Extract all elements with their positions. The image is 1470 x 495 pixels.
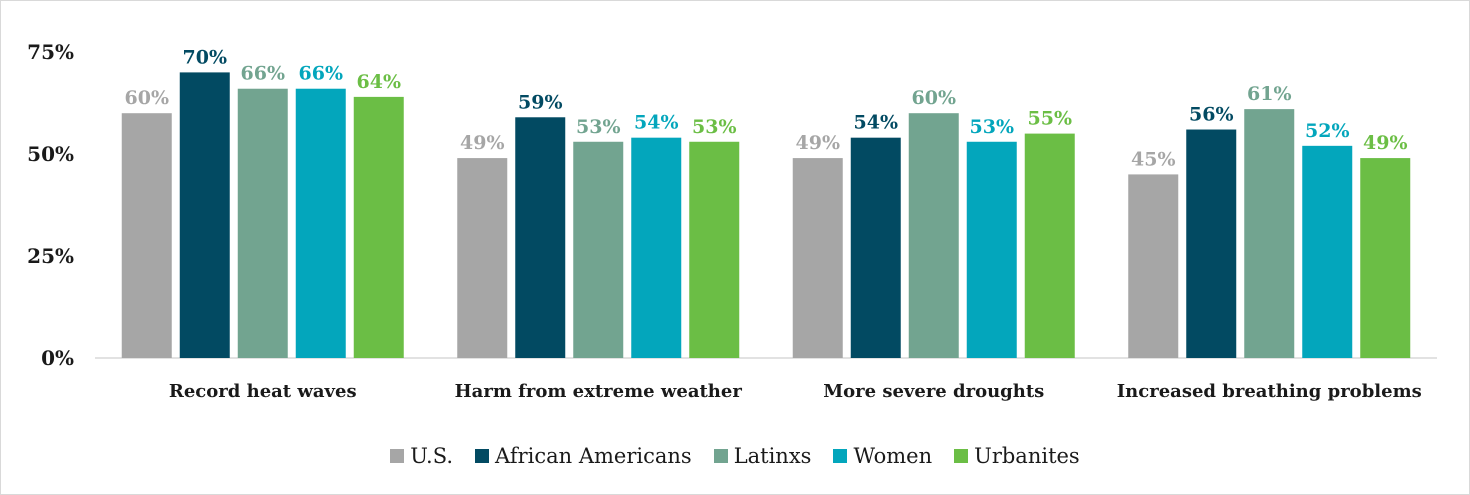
legend-swatch bbox=[475, 449, 490, 463]
bar bbox=[1024, 133, 1075, 358]
legend-swatch bbox=[833, 449, 848, 463]
data-label: 54% bbox=[634, 112, 679, 134]
data-label: 54% bbox=[854, 112, 899, 134]
legend-swatch bbox=[390, 449, 405, 463]
x-category-label: Increased breathing problems bbox=[1117, 381, 1422, 402]
bar bbox=[631, 137, 682, 358]
legend: U.S. African Americans Latinxs Women Urbanit… bbox=[0, 444, 1470, 468]
y-tick-label: 50% bbox=[27, 142, 74, 166]
x-category-label: Record heat waves bbox=[169, 381, 357, 402]
data-label: 70% bbox=[183, 46, 228, 68]
y-tick-label: 25% bbox=[27, 244, 74, 268]
data-label: 49% bbox=[460, 132, 505, 154]
bar bbox=[792, 158, 843, 358]
data-label: 64% bbox=[357, 71, 402, 93]
x-category-label: More severe droughts bbox=[823, 381, 1044, 402]
data-label: 49% bbox=[1363, 132, 1408, 154]
y-tick-label: 75% bbox=[27, 40, 74, 64]
data-label: 59% bbox=[518, 91, 563, 113]
bar bbox=[1244, 109, 1295, 359]
legend-label: Women bbox=[853, 444, 933, 468]
bar bbox=[179, 72, 230, 359]
x-category-label: Harm from extreme weather bbox=[455, 381, 743, 402]
bar bbox=[515, 117, 566, 358]
bar bbox=[573, 141, 624, 358]
data-label: 45% bbox=[1131, 148, 1176, 170]
bar bbox=[1186, 129, 1237, 358]
bar bbox=[1302, 145, 1353, 358]
legend-swatch bbox=[954, 449, 969, 463]
data-label: 53% bbox=[692, 116, 737, 138]
data-label: 53% bbox=[576, 116, 621, 138]
bar bbox=[850, 137, 901, 358]
legend-item: Urbanites bbox=[954, 444, 1080, 468]
legend-label: Latinxs bbox=[733, 444, 812, 468]
bar bbox=[908, 113, 959, 358]
legend-label: African Americans bbox=[495, 444, 692, 468]
bar bbox=[457, 158, 508, 358]
bar bbox=[1360, 158, 1411, 358]
bar bbox=[237, 88, 288, 358]
data-label: 53% bbox=[970, 116, 1015, 138]
legend-item: U.S. bbox=[390, 444, 453, 468]
bar-chart: 0% 25% 50% 75% 60% 70% 66% 66% 64% Record heat wa… bbox=[27, 40, 1437, 402]
legend-item: Women bbox=[833, 444, 932, 468]
bar bbox=[966, 141, 1017, 358]
data-label: 52% bbox=[1305, 120, 1350, 142]
legend-swatch bbox=[713, 449, 728, 463]
legend-item: African Americans bbox=[475, 444, 692, 468]
bar bbox=[1128, 174, 1179, 358]
legend-label: U.S. bbox=[410, 444, 454, 468]
y-tick-label: 0% bbox=[41, 346, 74, 370]
data-label: 60% bbox=[912, 87, 957, 109]
data-label: 60% bbox=[125, 87, 170, 109]
bar bbox=[689, 141, 740, 358]
legend-label: Urbanites bbox=[974, 444, 1080, 468]
bar bbox=[353, 96, 404, 358]
legend-item: Latinxs bbox=[713, 444, 812, 468]
data-label: 66% bbox=[299, 63, 344, 85]
data-label: 49% bbox=[796, 132, 841, 154]
bar bbox=[121, 113, 172, 358]
data-label: 66% bbox=[241, 63, 286, 85]
bar bbox=[295, 88, 346, 358]
data-label: 61% bbox=[1247, 83, 1292, 105]
data-label: 56% bbox=[1189, 104, 1234, 126]
data-label: 55% bbox=[1028, 108, 1073, 130]
